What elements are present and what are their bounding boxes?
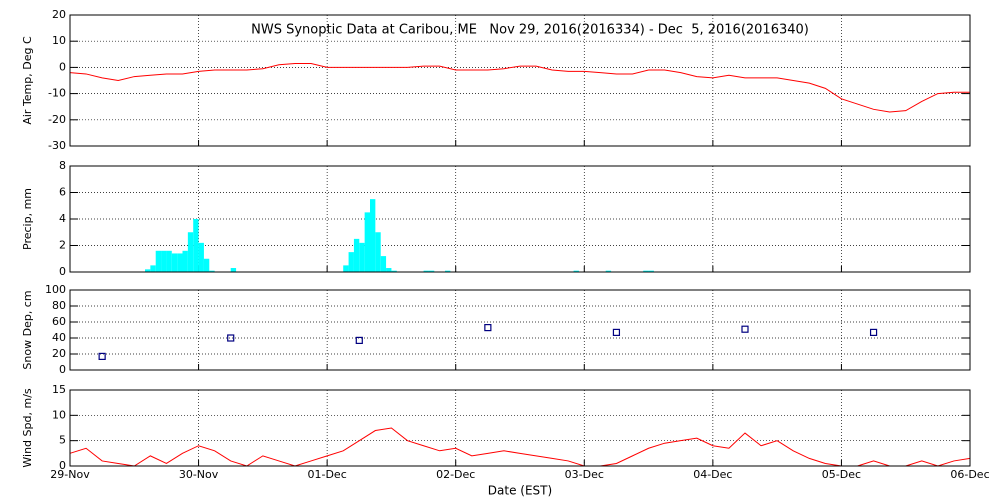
point	[741, 325, 749, 333]
bar	[386, 268, 392, 272]
y-tick-label: 5	[59, 434, 66, 447]
bar	[605, 270, 612, 272]
y-axis-label: Snow Dep, cm	[21, 290, 34, 369]
panel-frame	[69, 289, 971, 371]
bar	[375, 232, 381, 272]
bar	[423, 270, 429, 272]
y-tick-label: 10	[52, 408, 66, 421]
y-tick-label: -20	[48, 113, 66, 126]
bar	[150, 265, 156, 272]
bar	[171, 253, 178, 272]
panel-frame	[69, 389, 971, 467]
x-axis-label: Date (EST)	[488, 484, 552, 498]
y-tick-label: 100	[45, 283, 66, 296]
y-tick-label: 0	[59, 363, 66, 376]
bar	[648, 270, 654, 272]
point	[355, 336, 363, 344]
y-axis-label: Wind Spd, m/s	[21, 388, 34, 468]
bar	[177, 253, 183, 272]
y-tick-label: -30	[48, 139, 66, 152]
bar	[161, 250, 167, 272]
bar	[230, 268, 237, 272]
y-tick-label: 20	[52, 347, 66, 360]
point	[98, 352, 106, 360]
x-tick-label: 03-Dec	[565, 468, 604, 481]
line	[69, 427, 971, 467]
bar	[364, 212, 370, 272]
bar	[155, 250, 162, 272]
y-axis-label: Precip, mm	[21, 188, 34, 250]
bar	[145, 269, 151, 272]
point	[484, 324, 492, 332]
x-tick-label: 30-Nov	[179, 468, 219, 481]
x-tick-label: 05-Dec	[822, 468, 861, 481]
bar	[445, 270, 451, 272]
x-tick-label: 29-Nov	[50, 468, 90, 481]
y-tick-label: 40	[52, 331, 66, 344]
y-tick-label: 0	[59, 60, 66, 73]
y-tick-label: -10	[48, 87, 66, 100]
y-tick-label: 2	[59, 239, 66, 252]
bar	[391, 270, 397, 272]
x-tick-label: 01-Dec	[308, 468, 347, 481]
y-tick-label: 20	[52, 8, 66, 21]
y-tick-label: 0	[59, 459, 66, 472]
bar	[573, 270, 579, 272]
bar	[643, 270, 649, 272]
bar	[370, 199, 376, 272]
bar	[187, 232, 194, 272]
bar	[209, 270, 215, 272]
x-tick-label: 04-Dec	[693, 468, 732, 481]
y-tick-label: 60	[52, 315, 66, 328]
y-axis-label: Air Temp, Deg C	[21, 36, 34, 125]
y-tick-label: 80	[52, 299, 66, 312]
bar	[348, 252, 354, 272]
bar	[353, 238, 360, 272]
point	[227, 334, 235, 342]
bar	[428, 270, 435, 272]
bar	[166, 250, 172, 272]
line	[69, 62, 970, 113]
point	[612, 328, 621, 336]
chart-title: NWS Synoptic Data at Caribou, ME Nov 29,…	[251, 23, 809, 38]
x-tick-label: 06-Dec	[950, 468, 989, 481]
y-tick-label: 10	[52, 34, 66, 47]
bar	[203, 258, 210, 272]
y-tick-label: 15	[52, 383, 66, 396]
bar	[193, 219, 199, 272]
panel-frame	[69, 165, 971, 273]
bar	[343, 265, 349, 272]
y-tick-label: 6	[59, 186, 66, 199]
bar	[198, 242, 204, 272]
bar	[182, 250, 188, 272]
x-tick-label: 02-Dec	[436, 468, 475, 481]
y-tick-label: 4	[59, 212, 66, 225]
panel-frame	[69, 14, 971, 147]
bar	[359, 242, 365, 272]
bar	[380, 256, 387, 272]
y-tick-label: 8	[59, 159, 66, 172]
y-tick-label: 0	[59, 265, 66, 278]
point	[869, 328, 878, 336]
